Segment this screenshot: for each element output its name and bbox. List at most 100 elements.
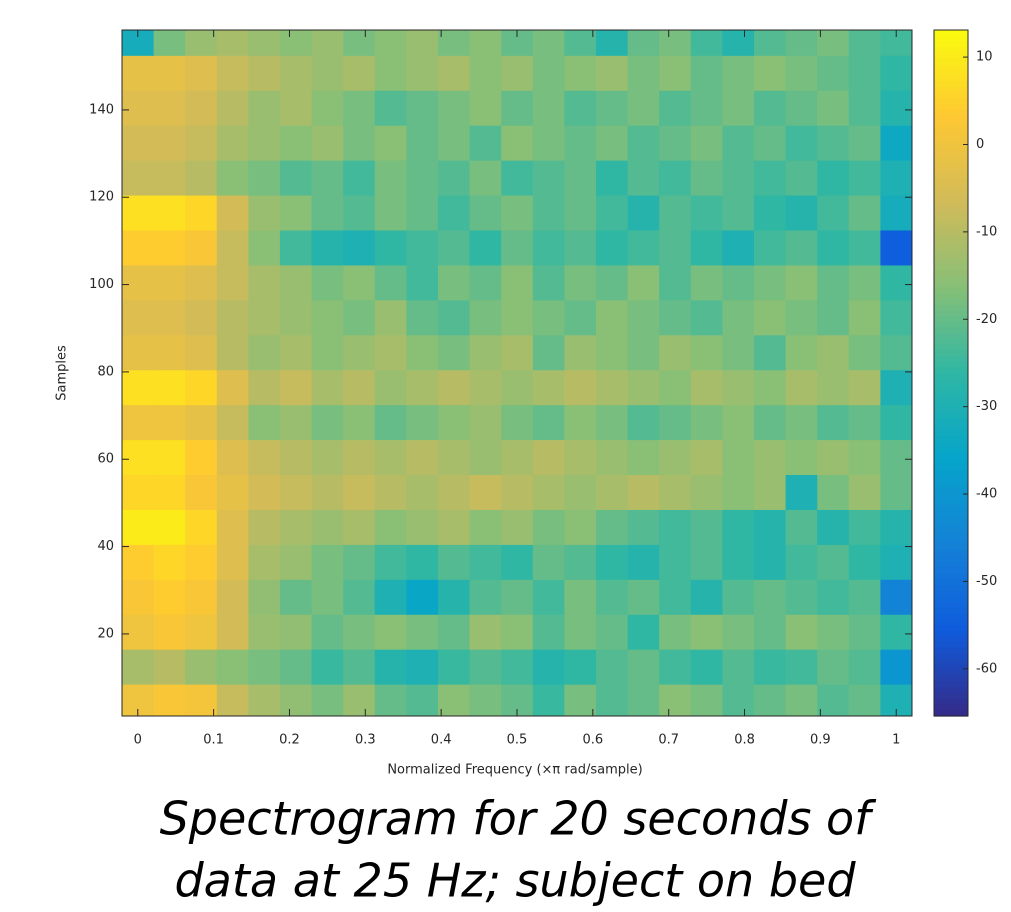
heatmap-cell [564,229,597,266]
heatmap-cell [311,125,344,161]
heatmap-cell [153,684,186,716]
colorbar-swatch [934,704,968,711]
heatmap-cell [564,160,597,196]
heatmap-cell [153,30,186,56]
heatmap-cell [374,125,407,161]
heatmap-cell [374,579,407,615]
heatmap-cell [469,195,502,231]
colorbar-swatch [934,458,968,466]
heatmap-cell [817,684,850,716]
colorbar-swatch [934,70,968,77]
heatmap-cell [438,439,471,476]
colorbar-swatch [934,304,968,311]
heatmap-cell [311,369,344,406]
heatmap-cell [311,684,344,716]
colorbar-swatch [934,292,968,300]
heatmap-cell [438,544,471,580]
heatmap-cell [532,684,565,716]
colorbar-tick-label: 0 [976,137,984,152]
heatmap-cell [595,649,629,685]
heatmap-cell [311,649,344,685]
heatmap-cell [880,369,912,406]
heatmap-cell [279,684,313,716]
heatmap-cell [627,614,660,650]
heatmap-cell [722,125,755,161]
heatmap-cell [627,474,660,510]
heatmap-cell [501,579,534,615]
heatmap-cell [753,544,787,580]
heatmap-cell [248,474,281,510]
heatmap-cell [438,684,471,716]
colorbar-swatch [934,218,968,225]
heatmap-cell [659,160,692,196]
heatmap-cell [564,264,597,301]
heatmap-cell [532,649,565,685]
heatmap-cell [216,649,249,685]
heatmap-cell [501,30,534,56]
y-tick-label: 140 [89,102,114,117]
colorbar-swatch [934,121,968,128]
heatmap-cell [564,649,597,685]
colorbar-swatch [934,127,968,134]
x-tick-label: 0.1 [203,733,224,748]
heatmap-cell [153,55,186,91]
heatmap-cell [343,334,376,371]
heatmap-cell [690,264,723,301]
heatmap-cell [627,125,660,161]
heatmap-cell [690,649,723,685]
heatmap-cell [722,579,755,615]
heatmap-cell [817,90,850,126]
colorbar-swatch [934,607,968,614]
heatmap-cell [153,125,186,161]
heatmap-cell [216,55,249,91]
heatmap-cell [880,299,912,336]
colorbar-swatch [934,561,968,568]
heatmap-cell [817,55,850,91]
heatmap-cell [279,439,313,476]
heatmap-cell [122,614,155,650]
colorbar-swatch [934,401,968,408]
heatmap-cell [406,369,439,406]
heatmap-cell [532,125,565,161]
heatmap-cell [848,90,881,126]
heatmap-cell [374,509,407,545]
heatmap-cell [469,30,502,56]
heatmap-cell [659,684,692,716]
heatmap-cell [785,649,818,685]
heatmap-cell [627,195,660,231]
heatmap-cell [374,334,407,371]
heatmap-cell [469,125,502,161]
colorbar-swatch [934,453,968,460]
colorbar-swatch [934,693,968,700]
heatmap-cell [374,614,407,650]
heatmap-cell [848,474,881,510]
heatmap-cell [438,160,471,196]
heatmap-cell [122,125,155,161]
heatmap-cell [248,404,281,441]
heatmap-cell [564,55,597,91]
colorbar-swatch [934,98,968,105]
heatmap-cell [880,229,912,266]
colorbar-swatch [934,384,968,391]
heatmap-cell [753,90,787,126]
heatmap-cell [374,684,407,716]
heatmap-cell [627,90,660,126]
heatmap-cell [279,544,313,580]
colorbar-swatch [934,75,968,83]
heatmap-cell [343,229,376,266]
heatmap-cell [785,55,818,91]
heatmap-cell [880,474,912,510]
colorbar-tick-label: -20 [976,312,997,327]
colorbar-swatch [934,544,968,551]
colorbar-swatch [934,578,968,586]
colorbar-swatch [934,635,968,643]
heatmap-cell [595,509,629,545]
heatmap-cell [532,55,565,91]
heatmap-cell [659,404,692,441]
heatmap-cell [564,579,597,615]
heatmap-cell [216,614,249,650]
heatmap-cell [532,579,565,615]
heatmap-cell [122,299,155,336]
caption-line: Spectrogram for 20 seconds of [160,792,877,846]
colorbar-swatch [934,555,968,563]
